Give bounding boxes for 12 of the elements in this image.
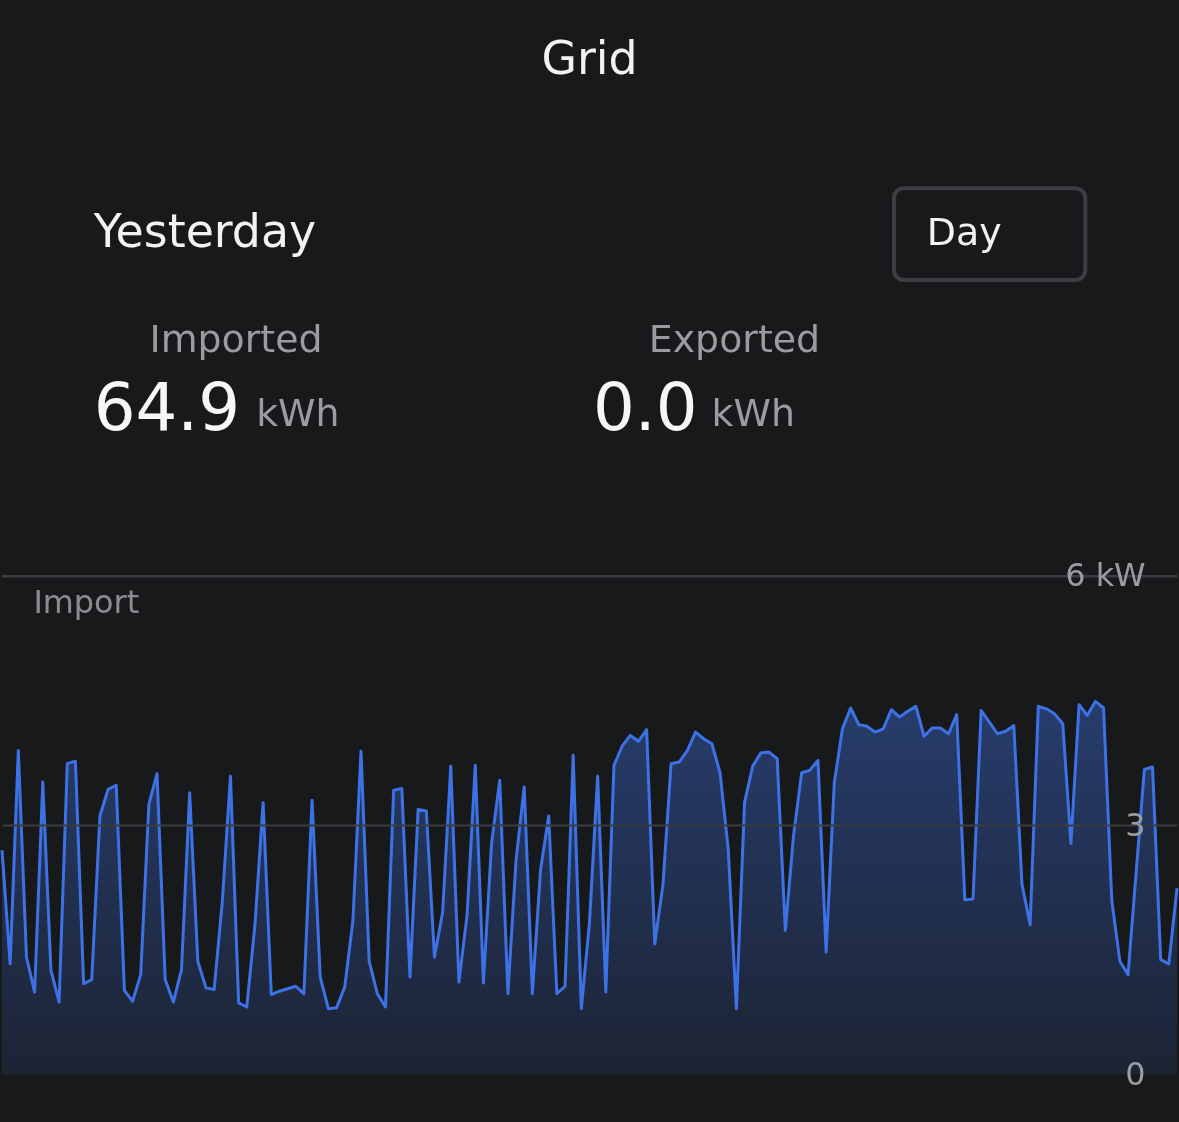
text: Day <box>926 210 1002 255</box>
y-tick-label: 0 <box>1125 1054 1146 1093</box>
text: 0.0 <box>592 369 698 447</box>
text: kWh <box>711 391 795 436</box>
chart-subtitle: Yesterday <box>92 204 317 259</box>
text: Imported <box>149 316 323 361</box>
chart-title: Grid <box>541 30 638 85</box>
y-tick-label: 6 kW <box>1065 556 1146 595</box>
text: kWh <box>256 391 340 436</box>
text: 64.9 <box>93 369 241 447</box>
y-axis-title: Import <box>33 583 140 622</box>
text: Exported <box>648 316 821 361</box>
